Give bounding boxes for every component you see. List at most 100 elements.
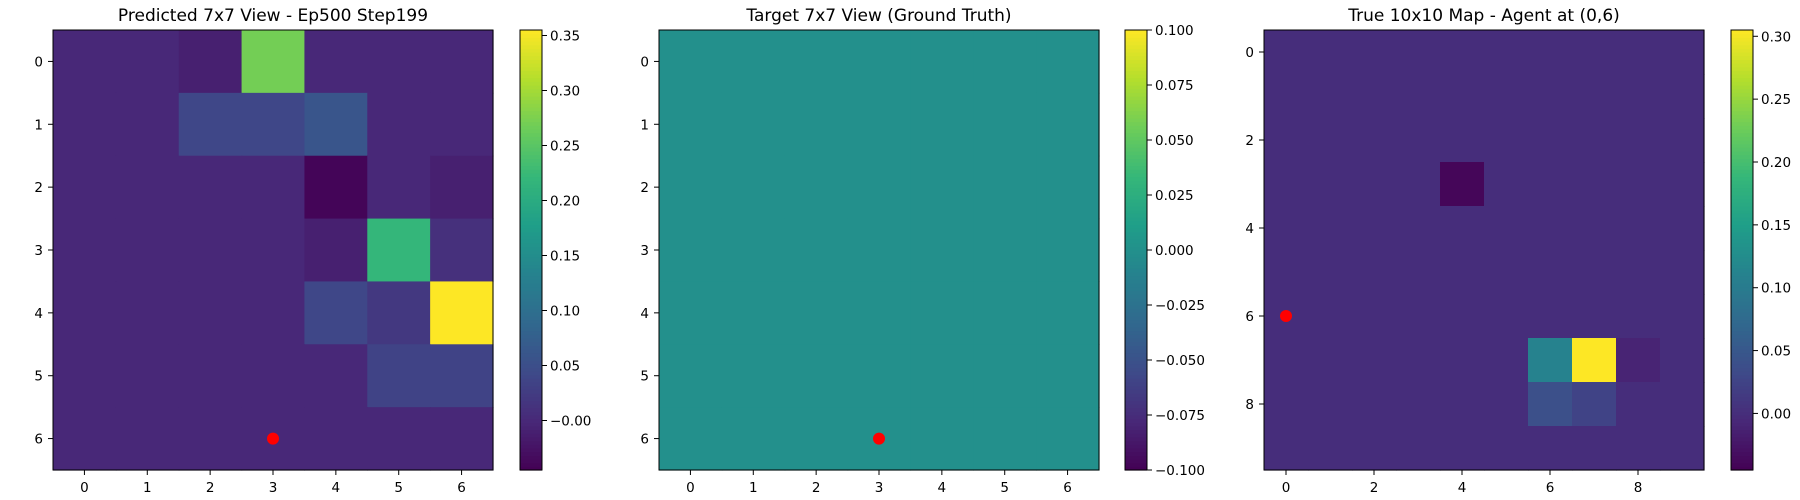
colorbar-segment	[1125, 356, 1147, 361]
heatmap-cell	[1484, 30, 1529, 75]
colorbar-segment	[1125, 371, 1147, 376]
colorbar-segment	[1731, 88, 1753, 93]
heatmap-cell	[1484, 382, 1529, 427]
colorbar-tick-label: 0.15	[550, 249, 580, 265]
colorbar-tick-label: 0.05	[550, 359, 580, 375]
colorbar-segment	[520, 341, 542, 346]
heatmap-cell	[1352, 74, 1397, 119]
colorbar-segment	[1731, 180, 1753, 185]
colorbar-segment	[1731, 158, 1753, 163]
colorbar-segment	[520, 169, 542, 174]
colorbar-segment	[1731, 151, 1753, 156]
colorbar-segment	[1731, 231, 1753, 236]
colorbar-segment	[1731, 429, 1753, 434]
colorbar-tick-label: 0.25	[550, 139, 580, 155]
heatmap-cell	[1660, 294, 1705, 339]
colorbar-segment	[520, 330, 542, 335]
colorbar-segment	[1731, 103, 1753, 108]
colorbar-segment	[520, 323, 542, 328]
heatmap-cell	[1308, 118, 1353, 163]
colorbar-segment	[1125, 202, 1147, 207]
heatmap-cell	[367, 155, 431, 220]
colorbar-segment	[520, 261, 542, 266]
colorbar-segment	[520, 151, 542, 156]
colorbar-frame	[1730, 29, 1754, 471]
heatmap-cell	[115, 281, 180, 345]
colorbar-segment	[520, 264, 542, 269]
heatmap-cell	[1572, 382, 1617, 427]
colorbar-segment	[1125, 224, 1147, 229]
heatmap-cell	[1396, 30, 1441, 75]
colorbar-segment	[520, 118, 542, 123]
x-tick-label: 2	[1370, 480, 1379, 496]
x-tick-label: 0	[80, 480, 89, 496]
colorbar-segment	[1731, 312, 1753, 317]
colorbar-segment	[1125, 422, 1147, 427]
heatmap-cell	[178, 281, 243, 345]
colorbar-segment	[1125, 378, 1147, 383]
colorbar-segment	[1125, 459, 1147, 464]
heatmap-cell	[973, 407, 1037, 471]
colorbar-segment	[1731, 411, 1753, 416]
heatmap-cell	[115, 344, 180, 408]
heatmap-cell	[53, 281, 117, 345]
colorbar-segment	[1731, 327, 1753, 332]
heatmap-cell	[1308, 250, 1353, 295]
colorbar-tick-label: 0.35	[550, 29, 580, 45]
heatmap-cell	[1660, 162, 1705, 207]
colorbar-segment	[520, 462, 542, 467]
colorbar-segment	[520, 286, 542, 291]
colorbar-segment	[1125, 33, 1147, 38]
colorbar-segment	[520, 374, 542, 379]
colorbar-segment	[520, 187, 542, 192]
colorbar-segment	[1125, 389, 1147, 394]
heatmap-cell	[178, 30, 243, 94]
y-tick-label: 4	[1245, 221, 1254, 237]
colorbar-segment	[1125, 312, 1147, 317]
colorbar-segment	[1125, 261, 1147, 266]
colorbar-segment	[1731, 136, 1753, 141]
heatmap-cell	[721, 218, 786, 283]
heatmap-cell	[1308, 162, 1353, 207]
colorbar-segment	[1125, 246, 1147, 251]
colorbar-segment	[1125, 220, 1147, 225]
heatmap-cell	[721, 30, 786, 94]
agent-marker	[267, 432, 279, 445]
colorbar-segment	[1731, 33, 1753, 38]
colorbar-segment	[520, 184, 542, 189]
colorbar-segment	[1731, 444, 1753, 449]
heatmap-cell	[1396, 74, 1441, 119]
colorbar-tick-label: −0.025	[1155, 298, 1205, 314]
colorbar-segment	[520, 30, 542, 35]
heatmap-cell	[430, 407, 494, 471]
heatmap-cell	[1484, 250, 1529, 295]
heatmap-cell	[1308, 382, 1353, 427]
colorbar-segment	[520, 110, 542, 115]
colorbar-segment	[1125, 448, 1147, 453]
colorbar-segment	[520, 272, 542, 277]
heatmap-cell	[847, 92, 912, 157]
x-tick-label: 6	[457, 480, 466, 496]
colorbar-segment	[520, 202, 542, 207]
colorbar-segment	[1731, 297, 1753, 302]
heatmap-cell	[1440, 162, 1485, 207]
colorbar-segment	[1731, 154, 1753, 159]
heatmap-cell	[430, 218, 494, 283]
colorbar-tick-label: 0.100	[1155, 23, 1194, 39]
colorbar-segment	[520, 121, 542, 126]
colorbar-segment	[1125, 352, 1147, 357]
heatmap-panel-3: True 10x10 Map - Agent at (0,6) 0 2 4 6 8 0 2 4 6…	[1245, 6, 1791, 496]
heatmap-cell	[1528, 338, 1573, 383]
heatmap-cell	[1352, 206, 1397, 251]
colorbar-segment	[520, 319, 542, 324]
colorbar-segment	[1125, 330, 1147, 335]
colorbar-segment	[1731, 396, 1753, 401]
colorbar-segment	[1125, 231, 1147, 236]
heatmap-cell	[1440, 338, 1485, 383]
colorbar-segment	[520, 81, 542, 86]
heatmap-cell	[1572, 162, 1617, 207]
heatmap-cell	[1528, 30, 1573, 75]
heatmap-cell	[1616, 294, 1661, 339]
colorbar-segment	[520, 294, 542, 299]
